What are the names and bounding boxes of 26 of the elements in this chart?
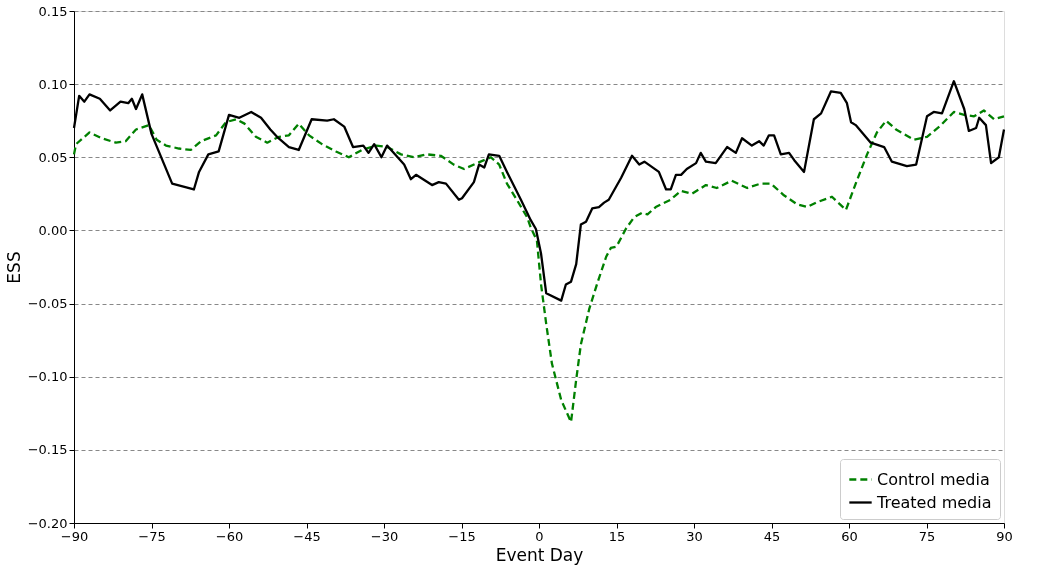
x-tick-label: −45 — [293, 528, 321, 544]
x-tick-label: −90 — [60, 528, 89, 544]
x-tick-label: −75 — [138, 528, 166, 544]
x-tick-label: −30 — [370, 528, 399, 544]
x-tick-label: 60 — [841, 528, 858, 544]
x-tick-label: 45 — [763, 528, 781, 544]
y-tick-label: −0.05 — [27, 296, 68, 312]
x-tick-label: −15 — [448, 528, 476, 544]
y-tick-label: 0.05 — [38, 149, 68, 165]
legend-label: Treated media — [876, 492, 992, 512]
x-tick-label: 90 — [996, 528, 1013, 544]
y-axis-title: ESS — [3, 251, 24, 284]
x-tick-label: −60 — [215, 528, 244, 544]
y-tick-label: −0.20 — [27, 515, 68, 531]
y-tick-label: 0.10 — [38, 76, 68, 92]
y-tick-label: 0.15 — [38, 3, 68, 19]
x-tick-label: 15 — [608, 528, 626, 544]
y-tick-label: −0.10 — [27, 369, 68, 385]
y-tick-label: −0.15 — [27, 442, 68, 458]
line-series — [72, 109, 1006, 424]
legend-label: Control media — [877, 469, 990, 489]
x-tick-label: 75 — [918, 528, 936, 544]
x-tick-label: 30 — [686, 528, 703, 544]
y-tick-label: 0.00 — [38, 222, 68, 238]
x-axis-title: Event Day — [495, 544, 584, 565]
x-tick-label: 0 — [535, 528, 544, 544]
